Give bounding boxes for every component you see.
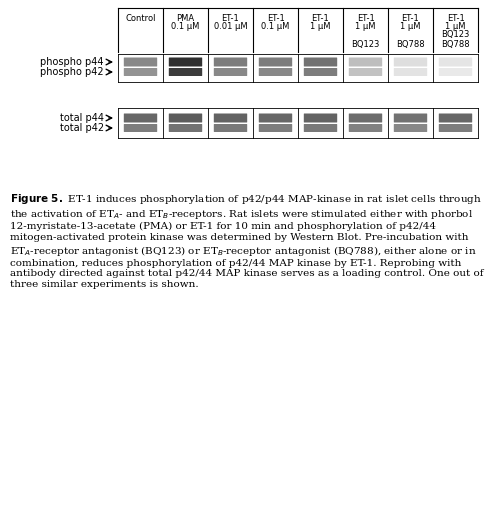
FancyBboxPatch shape	[438, 58, 471, 67]
FancyBboxPatch shape	[213, 124, 247, 132]
Text: 1 μM: 1 μM	[354, 22, 375, 31]
FancyBboxPatch shape	[213, 114, 247, 123]
Text: BQ788: BQ788	[395, 40, 424, 49]
Text: 1 μM: 1 μM	[309, 22, 330, 31]
FancyBboxPatch shape	[348, 68, 382, 76]
FancyBboxPatch shape	[258, 124, 292, 132]
Text: 1 μM: 1 μM	[400, 22, 420, 31]
Text: PMA: PMA	[176, 14, 194, 23]
FancyBboxPatch shape	[123, 124, 157, 132]
Text: ET-1: ET-1	[356, 14, 374, 23]
Text: phospho p44: phospho p44	[41, 57, 104, 67]
FancyBboxPatch shape	[438, 124, 471, 132]
Text: 0.1 μM: 0.1 μM	[261, 22, 289, 31]
Text: 0.1 μM: 0.1 μM	[171, 22, 199, 31]
FancyBboxPatch shape	[393, 114, 427, 123]
Text: 0.01 μM: 0.01 μM	[213, 22, 247, 31]
Text: BQ123: BQ123	[440, 30, 469, 39]
Text: Control: Control	[125, 14, 156, 23]
FancyBboxPatch shape	[258, 68, 292, 76]
Text: ET-1: ET-1	[311, 14, 329, 23]
Text: total p44: total p44	[60, 113, 104, 123]
FancyBboxPatch shape	[213, 68, 247, 76]
FancyBboxPatch shape	[258, 114, 292, 123]
FancyBboxPatch shape	[303, 114, 337, 123]
FancyBboxPatch shape	[303, 68, 337, 76]
FancyBboxPatch shape	[123, 68, 157, 76]
FancyBboxPatch shape	[213, 58, 247, 67]
Text: ET-1: ET-1	[266, 14, 284, 23]
Text: ET-1: ET-1	[221, 14, 239, 23]
FancyBboxPatch shape	[168, 124, 202, 132]
FancyBboxPatch shape	[438, 68, 471, 76]
Text: phospho p42: phospho p42	[41, 67, 104, 77]
FancyBboxPatch shape	[393, 68, 427, 76]
FancyBboxPatch shape	[168, 114, 202, 123]
FancyBboxPatch shape	[123, 58, 157, 67]
FancyBboxPatch shape	[438, 114, 471, 123]
FancyBboxPatch shape	[258, 58, 292, 67]
FancyBboxPatch shape	[123, 114, 157, 123]
FancyBboxPatch shape	[348, 58, 382, 67]
Text: total p42: total p42	[60, 123, 104, 133]
FancyBboxPatch shape	[168, 58, 202, 67]
FancyBboxPatch shape	[348, 124, 382, 132]
FancyBboxPatch shape	[393, 58, 427, 67]
FancyBboxPatch shape	[303, 124, 337, 132]
Text: 1 μM: 1 μM	[445, 22, 465, 31]
FancyBboxPatch shape	[393, 124, 427, 132]
FancyBboxPatch shape	[303, 58, 337, 67]
Text: BQ123: BQ123	[350, 40, 379, 49]
Text: ET-1: ET-1	[446, 14, 464, 23]
FancyBboxPatch shape	[168, 68, 202, 76]
Text: ET-1: ET-1	[401, 14, 419, 23]
FancyBboxPatch shape	[348, 114, 382, 123]
Text: $\bf{Figure\ 5.}$ ET-1 induces phosphorylation of p42/p44 MAP-kinase in rat isle: $\bf{Figure\ 5.}$ ET-1 induces phosphory…	[10, 192, 482, 289]
Text: BQ788: BQ788	[440, 40, 469, 49]
